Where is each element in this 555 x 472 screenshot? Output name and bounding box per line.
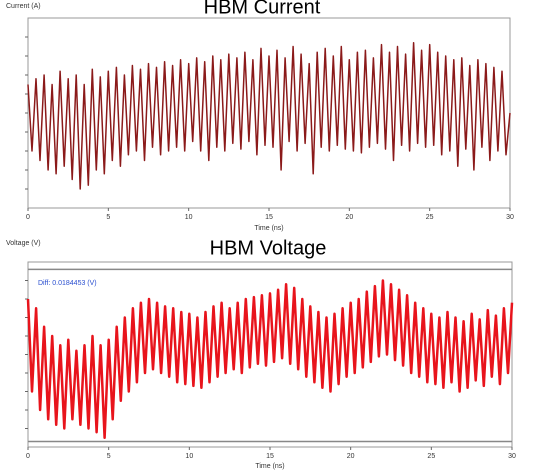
x-tick-label: 15 <box>266 453 274 460</box>
signal-line <box>26 279 514 440</box>
chart-title: HBM Voltage <box>210 237 327 259</box>
x-tick-label: 0 <box>26 214 30 221</box>
x-tick-label: 20 <box>347 453 355 460</box>
plot-frame <box>27 17 511 209</box>
x-axis-label: Time (ns) <box>254 225 283 232</box>
x-tick-label: 0 <box>26 453 30 460</box>
x-tick-label: 30 <box>506 214 514 221</box>
chart-title: HBM Current <box>204 0 321 18</box>
x-tick-label: 15 <box>265 214 273 221</box>
x-tick-label: 5 <box>106 214 110 221</box>
annotation: Diff: 0.0184453 (V) <box>38 280 97 287</box>
y-axis-label: Voltage (V) <box>6 240 41 247</box>
x-tick-label: 30 <box>508 453 516 460</box>
x-axis-label: Time (ns) <box>255 463 284 470</box>
x-tick-label: 25 <box>426 214 434 221</box>
x-tick-label: 25 <box>427 453 435 460</box>
x-tick-label: 10 <box>185 453 193 460</box>
signal-line <box>27 41 511 190</box>
x-tick-label: 10 <box>185 214 193 221</box>
x-tick-label: 5 <box>107 453 111 460</box>
y-axis-label: Current (A) <box>6 3 41 10</box>
x-tick-label: 20 <box>345 214 353 221</box>
